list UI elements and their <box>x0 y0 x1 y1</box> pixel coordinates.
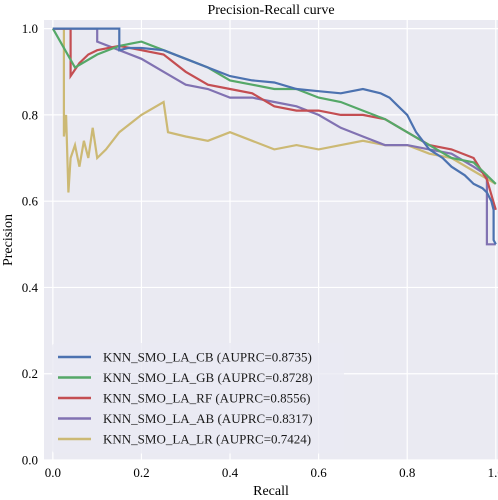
y-tick-label: 1.0 <box>22 21 38 36</box>
legend-label-0: KNN_SMO_LA_CB (AUPRC=0.8735) <box>103 350 312 365</box>
series-layer <box>51 27 497 246</box>
y-axis-title: Precision <box>1 214 16 266</box>
legend-label-4: KNN_SMO_LA_LR (AUPRC=0.7424) <box>103 432 311 447</box>
x-tick-label: 0.8 <box>399 465 415 480</box>
legend-frame <box>52 343 344 454</box>
x-tick-label: 0.6 <box>310 465 327 480</box>
x-tick-label: 1.0 <box>488 465 498 480</box>
x-tick-label: 0.0 <box>45 465 61 480</box>
series-line-3 <box>52 27 496 246</box>
series-line-0 <box>52 27 497 245</box>
x-tick-label: 0.4 <box>222 465 239 480</box>
x-axis-title: Recall <box>253 484 289 499</box>
legend-label-1: KNN_SMO_LA_GB (AUPRC=0.8728) <box>103 370 313 385</box>
series-line-1 <box>51 28 497 185</box>
y-tick-label: 0.6 <box>22 194 39 209</box>
y-tick-label: 0.4 <box>22 280 39 295</box>
legend-label-2: KNN_SMO_LA_RF (AUPRC=0.8556) <box>103 391 310 406</box>
x-tick-label: 0.2 <box>133 465 149 480</box>
tick-labels: 0.0 0.2 0.4 0.6 0.8 1.0 0.0 0.2 0.4 0.6 0.8 1.0 <box>22 21 498 480</box>
chart-title: Precision-Recall curve <box>207 3 334 18</box>
legend: KNN_SMO_LA_CB (AUPRC=0.8735) KNN_SMO_LA_G… <box>52 343 344 454</box>
y-tick-label: 0.8 <box>22 107 38 122</box>
y-tick-label: 0.2 <box>22 366 38 381</box>
y-tick-label: 0.0 <box>22 453 38 468</box>
legend-label-3: KNN_SMO_LA_AB (AUPRC=0.8317) <box>103 411 313 426</box>
